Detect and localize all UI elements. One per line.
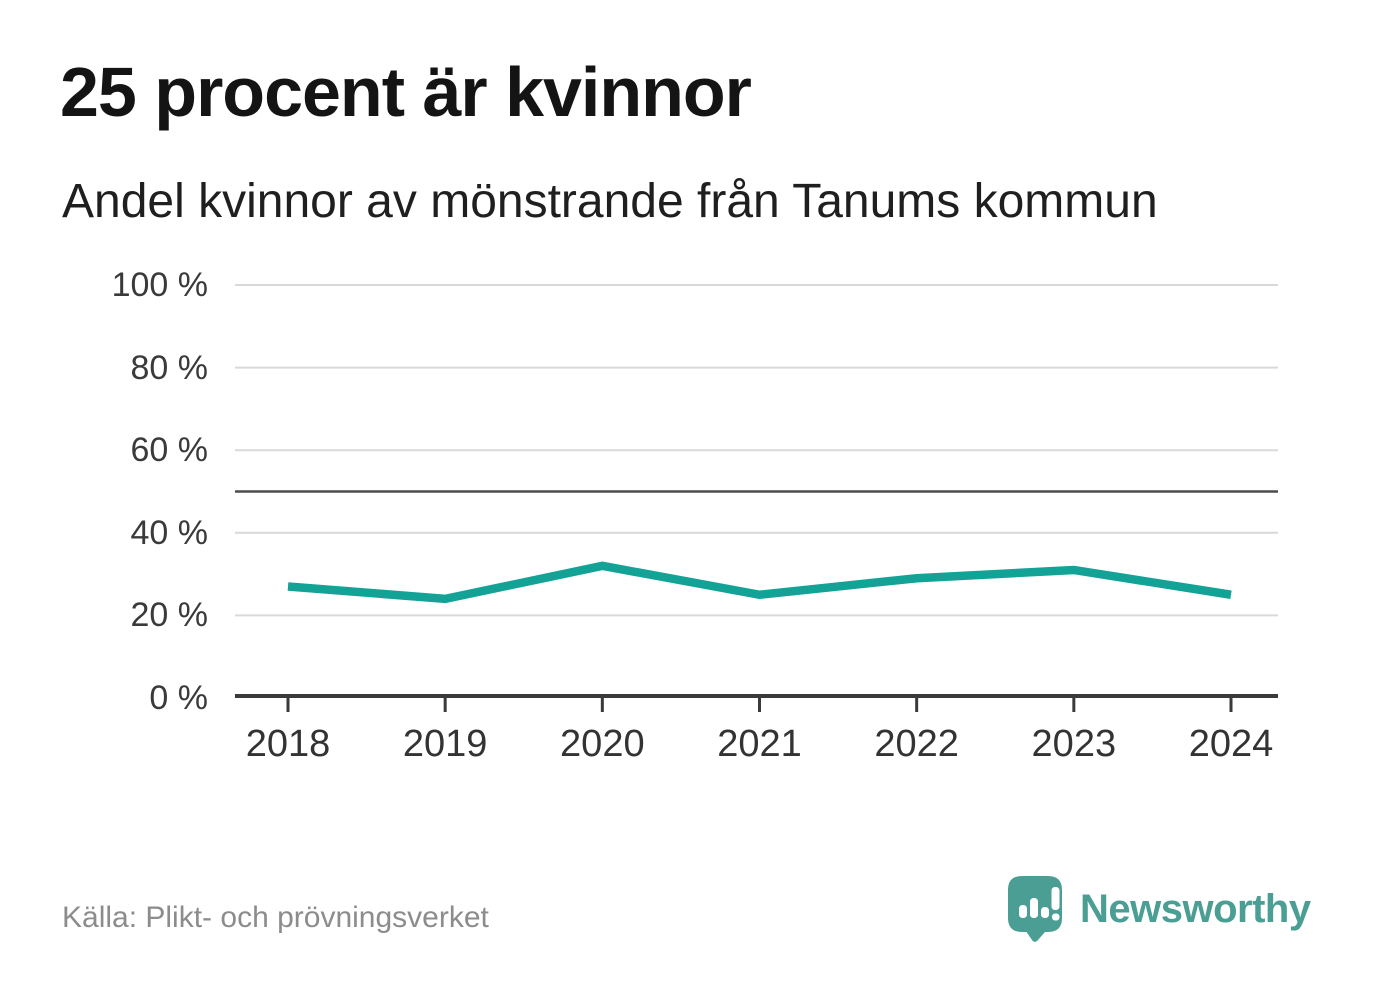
x-tick-label-2024: 2024 (1188, 723, 1274, 765)
exclamation-dot-glyph (1052, 913, 1060, 921)
chart-title: 25 procent är kvinnor (60, 53, 752, 131)
bar-glyph-1 (1019, 905, 1027, 918)
x-tick-label-2023: 2023 (1031, 723, 1117, 765)
newsworthy-wordmark: Newsworthy (1080, 886, 1311, 931)
y-tick-label-100: 100 % (111, 266, 208, 304)
data-line-andel-kvinnor-av-mönstrande (287, 561, 1232, 604)
y-tick-label-0: 0 % (149, 679, 208, 717)
y-tick-label-40: 40 % (130, 513, 209, 552)
chart-subtitle: Andel kvinnor av mönstrande från Tanums … (62, 175, 1158, 228)
x-tick-label-2020: 2020 (560, 723, 645, 765)
x-tick-label-2018: 2018 (245, 723, 331, 765)
x-tick-label-2021: 2021 (717, 723, 802, 765)
newsworthy-logo: Newsworthy (1008, 876, 1311, 942)
bar-glyph-2 (1030, 898, 1038, 918)
exclamation-bar-glyph (1051, 887, 1060, 910)
y-tick-label-20: 20 % (130, 596, 209, 635)
x-tick-label-2022: 2022 (874, 723, 959, 765)
y-tick-label-60: 60 % (130, 431, 209, 470)
y-tick-label-80: 80 % (130, 348, 209, 387)
newsworthy-logo-icon (1008, 876, 1062, 942)
bar-glyph-3 (1041, 907, 1049, 918)
source-note: Källa: Plikt- och prövningsverket (62, 901, 489, 934)
x-tick-label-2019: 2019 (402, 723, 488, 765)
